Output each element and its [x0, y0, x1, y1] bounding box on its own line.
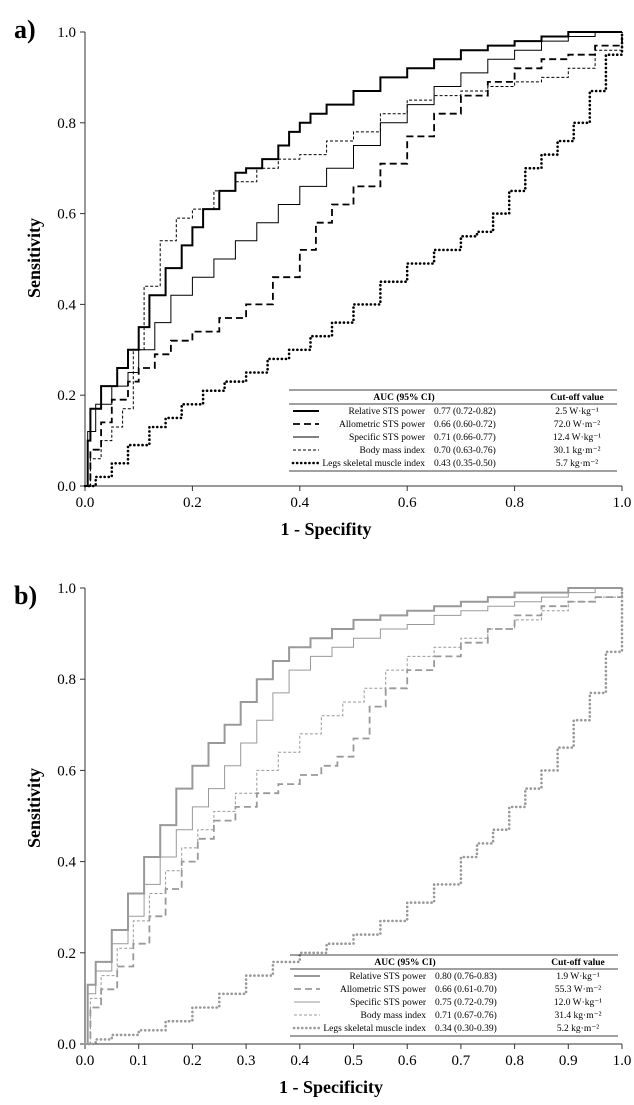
x-tick-label: 0.1: [129, 1053, 148, 1069]
y-tick-label: 0.6: [57, 763, 76, 779]
legend-cutoff-value: 31.4 kg·m⁻²: [555, 1011, 602, 1021]
legend-auc-value: 0.77 (0.72-0.82): [434, 406, 496, 417]
legend-series-name: Specific STS power: [350, 997, 427, 1008]
legend-header-auc: AUC (95% CI): [373, 392, 434, 403]
y-tick-label: 1.0: [57, 581, 76, 597]
x-tick-label: 0.8: [505, 495, 524, 511]
legend-cutoff-value: 12.0 W·kg⁻¹: [554, 998, 602, 1008]
legend-header-cutoff: Cut-off value: [551, 958, 605, 968]
x-axis-label: 1 - Specificity: [279, 1077, 383, 1097]
legend-cutoff-value: 5.2 kg·m⁻²: [557, 1024, 599, 1034]
series-line: [85, 31, 622, 487]
legend-series-name: Legs skeletal muscle index: [323, 1024, 426, 1034]
legend-series-name: Allometric STS power: [340, 985, 427, 995]
legend-cutoff-value: 1.9 W·kg⁻¹: [556, 972, 600, 982]
y-axis-label: Sensitivity: [24, 218, 44, 298]
legend-auc-value: 0.43 (0.35-0.50): [434, 458, 496, 469]
y-tick-label: 0.8: [57, 672, 76, 688]
y-tick-label: 0.0: [57, 479, 76, 495]
legend-series-name: Specific STS power: [349, 432, 426, 443]
legend-auc-value: 0.71 (0.66-0.77): [434, 432, 496, 443]
series-line: [85, 32, 623, 487]
series-line: [83, 30, 624, 488]
legend-header-auc: AUC (95% CI): [374, 957, 435, 968]
y-tick-label: 0.4: [57, 855, 76, 871]
x-tick-label: 0.6: [398, 495, 417, 511]
legend-cutoff-value: 72.0 W·m⁻²: [554, 420, 600, 430]
x-tick-label: 0.8: [505, 1053, 524, 1069]
legend-cutoff-value: 5.7 kg·m⁻²: [556, 459, 598, 469]
legend-series-name: Allometric STS power: [339, 420, 426, 430]
legend-auc-value: 0.66 (0.61-0.70): [435, 984, 497, 995]
y-axis-label: Sensitivity: [24, 768, 44, 848]
x-tick-label: 0.6: [398, 1053, 417, 1069]
y-tick-label: 0.6: [57, 207, 76, 223]
legend-auc-value: 0.70 (0.63-0.76): [434, 445, 496, 456]
x-tick-label: 0.7: [452, 1053, 471, 1069]
series-line: [85, 31, 622, 487]
panel-label: a): [14, 15, 36, 44]
legend: AUC (95% CI) Cut-off value Relative STS po…: [290, 954, 618, 1037]
x-tick-label: 0.4: [290, 495, 309, 511]
x-axis-label: 1 - Specifity: [281, 519, 372, 539]
legend-cutoff-value: 30.1 kg·m⁻²: [554, 446, 601, 456]
x-tick-label: 0.3: [237, 1053, 256, 1069]
legend-series-name: Legs skeletal muscle index: [322, 459, 425, 469]
x-tick-label: 0.9: [559, 1053, 578, 1069]
x-tick-label: 0.0: [76, 495, 95, 511]
legend-auc-value: 0.66 (0.60-0.72): [434, 419, 496, 430]
series-line: [85, 587, 622, 1045]
legend-auc-value: 0.34 (0.30-0.39): [435, 1023, 497, 1034]
legend-auc-value: 0.75 (0.72-0.79): [435, 997, 497, 1008]
series-line: [85, 587, 622, 1045]
y-tick-label: 0.0: [57, 1037, 76, 1053]
legend-cutoff-value: 12.4 W·kg⁻¹: [553, 433, 601, 443]
panel-b: b) 1 - Specificity Sensitivity 0.0 0.2 0.4…: [14, 581, 631, 1097]
series-line: [85, 588, 623, 1045]
panel-label: b): [14, 581, 37, 610]
series-line: [85, 32, 623, 487]
panel-a: a) 1 - Specifity Sensitivity 0.0 0.2 0.4 0.…: [14, 15, 631, 539]
legend-series-name: Relative STS power: [349, 972, 426, 982]
legend-series-name: Body mass index: [361, 1011, 427, 1021]
y-tick-label: 0.2: [57, 946, 76, 962]
y-tick-label: 0.4: [57, 297, 76, 313]
y-tick-label: 0.2: [57, 388, 76, 404]
x-tick-label: 0.4: [290, 1053, 309, 1069]
series-line: [83, 586, 624, 1046]
legend-cutoff-value: 55.3 W·m⁻²: [555, 985, 601, 995]
legend: AUC (95% CI) Cut-off value Relative STS po…: [289, 389, 617, 472]
legend-header-cutoff: Cut-off value: [550, 393, 604, 403]
x-tick-label: 0.2: [183, 1053, 202, 1069]
legend-auc-value: 0.71 (0.67-0.76): [435, 1010, 497, 1021]
legend-auc-value: 0.80 (0.76-0.83): [435, 971, 497, 982]
legend-series-name: Body mass index: [360, 446, 426, 456]
y-tick-label: 1.0: [57, 25, 76, 41]
x-tick-label: 0.0: [76, 1053, 95, 1069]
x-tick-label: 0.2: [183, 495, 202, 511]
legend-cutoff-value: 2.5 W·kg⁻¹: [555, 407, 599, 417]
legend-series-name: Relative STS power: [348, 407, 425, 417]
y-tick-label: 0.8: [57, 116, 76, 132]
x-tick-label: 1.0: [613, 495, 632, 511]
x-tick-label: 0.5: [344, 1053, 363, 1069]
x-tick-label: 1.0: [613, 1053, 632, 1069]
